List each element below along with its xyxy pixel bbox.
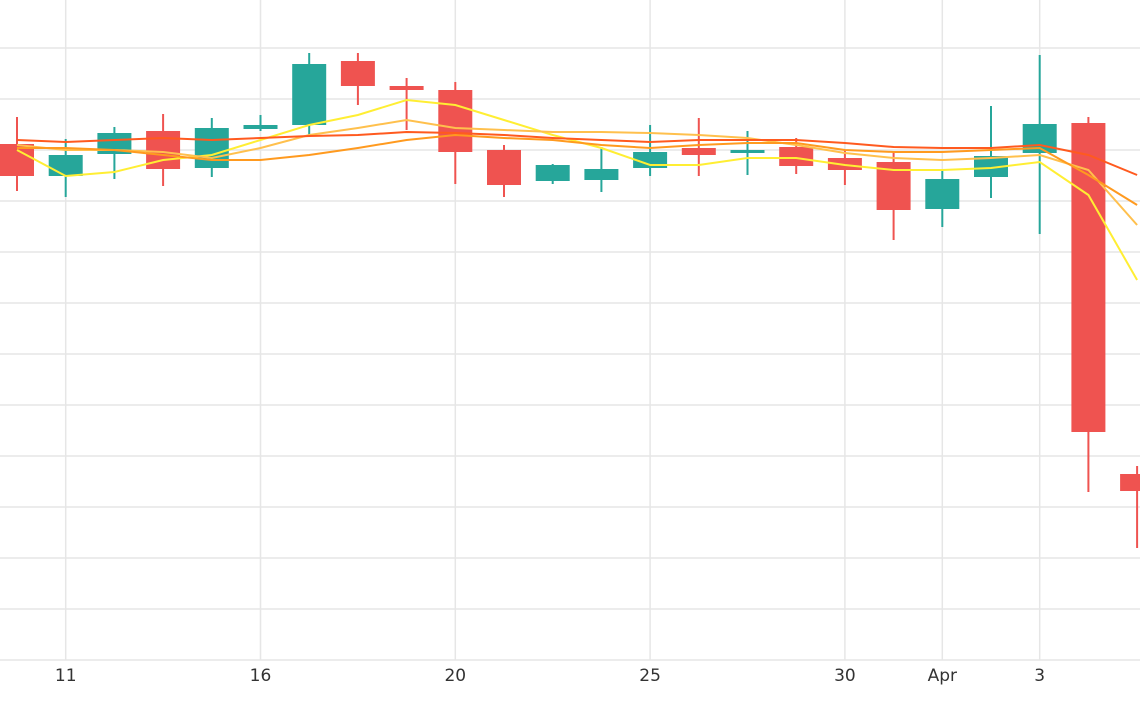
x-tick-label: 11 [55, 666, 77, 686]
x-tick-label: 20 [444, 666, 466, 686]
candle-body [974, 156, 1008, 177]
candle-body [389, 86, 424, 90]
candle-body [925, 179, 960, 209]
candle-body [730, 150, 765, 153]
candle-body [48, 155, 83, 176]
candle-body [681, 148, 716, 155]
candle-body [340, 61, 375, 86]
moving-average-line [17, 133, 1138, 206]
candle-body [535, 165, 570, 181]
candle-body [779, 147, 814, 166]
candle-body [194, 128, 229, 168]
x-tick-label: 25 [639, 666, 661, 686]
candle-body [0, 144, 34, 176]
candle-body [487, 150, 521, 185]
candle-body [243, 125, 278, 129]
x-tick-label: 3 [1034, 666, 1045, 686]
candle-body [584, 169, 619, 180]
x-tick-label: 16 [250, 666, 272, 686]
moving-average-line [16, 118, 1138, 226]
x-tick-label: Apr [928, 666, 957, 686]
moving-average-line [16, 130, 1138, 176]
candle-body [1120, 474, 1140, 491]
x-tick-label: 30 [834, 666, 856, 686]
candle-body [292, 64, 327, 125]
candle-body [438, 90, 473, 152]
moving-average-line [16, 98, 1138, 281]
